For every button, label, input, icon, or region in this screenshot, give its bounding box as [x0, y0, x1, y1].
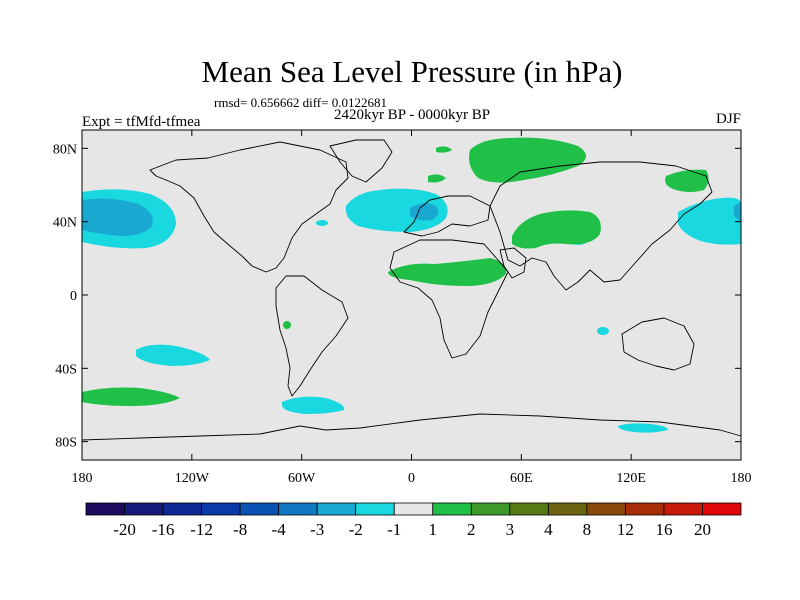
colorbar-label: -20: [113, 520, 136, 539]
colorbar-swatch: [393, 502, 434, 516]
colorbar-swatch: [201, 502, 241, 516]
colorbar-swatch: [124, 502, 164, 516]
y-tick-label: 80S: [55, 436, 77, 451]
colorbar-label: -16: [152, 520, 175, 539]
colorbar-label: 8: [583, 520, 592, 539]
colorbar-swatch: [547, 502, 588, 516]
season-label: DJF: [716, 111, 741, 127]
colorbar-swatch: [586, 502, 626, 516]
anomaly-north-atlantic-core: [410, 203, 439, 221]
colorbar-swatch: [663, 502, 703, 516]
coast-antarctica: [81, 413, 742, 441]
coast-arabia: [499, 247, 527, 279]
coast-asia: [489, 161, 713, 291]
anomaly-north-pacific-west-core: [734, 202, 741, 222]
anomaly-south-america-spot: [283, 321, 291, 329]
colorbar-label: 16: [655, 520, 672, 539]
anomaly-north-atlantic: [345, 188, 448, 232]
colorbar-label: 1: [429, 520, 438, 539]
coast-south-america: [275, 275, 349, 397]
colorbar-swatch: [702, 502, 742, 516]
x-axis: 180 120W 60W 0 60E 120E 180: [72, 130, 752, 486]
anomaly-southern-ocean: [82, 387, 180, 406]
y-tick-label: 40N: [53, 216, 77, 231]
colorbar-label: 20: [694, 520, 711, 539]
y-tick-label: 80N: [53, 142, 77, 157]
colorbar-label: -4: [272, 520, 287, 539]
anomaly-drake-passage: [282, 396, 345, 414]
map-background: [82, 130, 741, 460]
anomaly-arctic-siberia: [469, 137, 586, 183]
colorbar-swatch: [355, 502, 395, 516]
y-tick-label: 0: [70, 289, 77, 304]
anomaly-scandinavia: [428, 174, 446, 183]
anomaly-indian-spot: [597, 327, 609, 335]
colorbar-label: 12: [617, 520, 634, 539]
coast-africa: [389, 239, 509, 359]
subtitle-label: 2420kyr BP - 0000kyr BP: [334, 107, 490, 123]
colorbar: -20 -16 -12 -8 -4 -3 -2 -1 1 2 3 4 8 12 16 20: [85, 502, 742, 539]
y-axis: 80N 40N 0 40S 80S: [53, 142, 741, 451]
colorbar-swatch: [162, 502, 202, 516]
anomaly-south-pacific: [136, 344, 210, 366]
anomaly-antarctic-coast: [618, 423, 668, 433]
colorbar-swatch: [316, 502, 357, 516]
colorbar-label: -1: [387, 520, 401, 539]
anomaly-arctic-spot: [436, 146, 452, 153]
coast-north-america: [149, 141, 349, 273]
colorbar-label: 2: [467, 520, 476, 539]
x-tick-label: 180: [731, 471, 752, 486]
colorbar-label: -8: [233, 520, 247, 539]
colorbar-label: -3: [310, 520, 324, 539]
anomaly-north-pacific-east-core: [82, 198, 153, 236]
colorbar-swatch: [625, 502, 665, 516]
anomaly-east-siberia: [665, 169, 709, 192]
colorbar-label: -2: [349, 520, 363, 539]
x-tick-label: 60E: [510, 471, 533, 486]
anomaly-north-pacific-west: [678, 197, 741, 245]
anomaly-shading: [82, 137, 741, 433]
x-tick-label: 120E: [616, 471, 646, 486]
anomaly-atlantic-spot: [316, 220, 328, 226]
colorbar-swatch: [470, 502, 511, 516]
x-tick-label: 180: [72, 471, 93, 486]
stats-label: rmsd= 0.656662 diff= 0.0122681: [214, 95, 387, 110]
colorbar-swatch: [278, 502, 318, 516]
anomaly-north-africa: [388, 258, 507, 286]
colorbar-label: -12: [190, 520, 213, 539]
colorbar-label: 3: [506, 520, 515, 539]
colorbar-swatch: [432, 502, 472, 516]
coast-australia: [621, 317, 695, 371]
coast-greenland: [329, 139, 393, 183]
anomaly-middle-east: [512, 210, 601, 249]
x-tick-label: 120W: [175, 471, 210, 486]
experiment-label: Expt = tfMfd-tfmea: [82, 114, 201, 130]
coastlines: [81, 139, 742, 441]
chart-title: Mean Sea Level Pressure (in hPa): [202, 54, 623, 89]
colorbar-swatch: [85, 502, 125, 516]
x-tick-label: 0: [408, 471, 415, 486]
y-tick-label: 40S: [55, 362, 77, 377]
colorbar-swatch: [509, 502, 549, 516]
x-tick-label: 60W: [288, 471, 316, 486]
colorbar-label: 4: [544, 520, 553, 539]
colorbar-swatch: [239, 502, 280, 516]
